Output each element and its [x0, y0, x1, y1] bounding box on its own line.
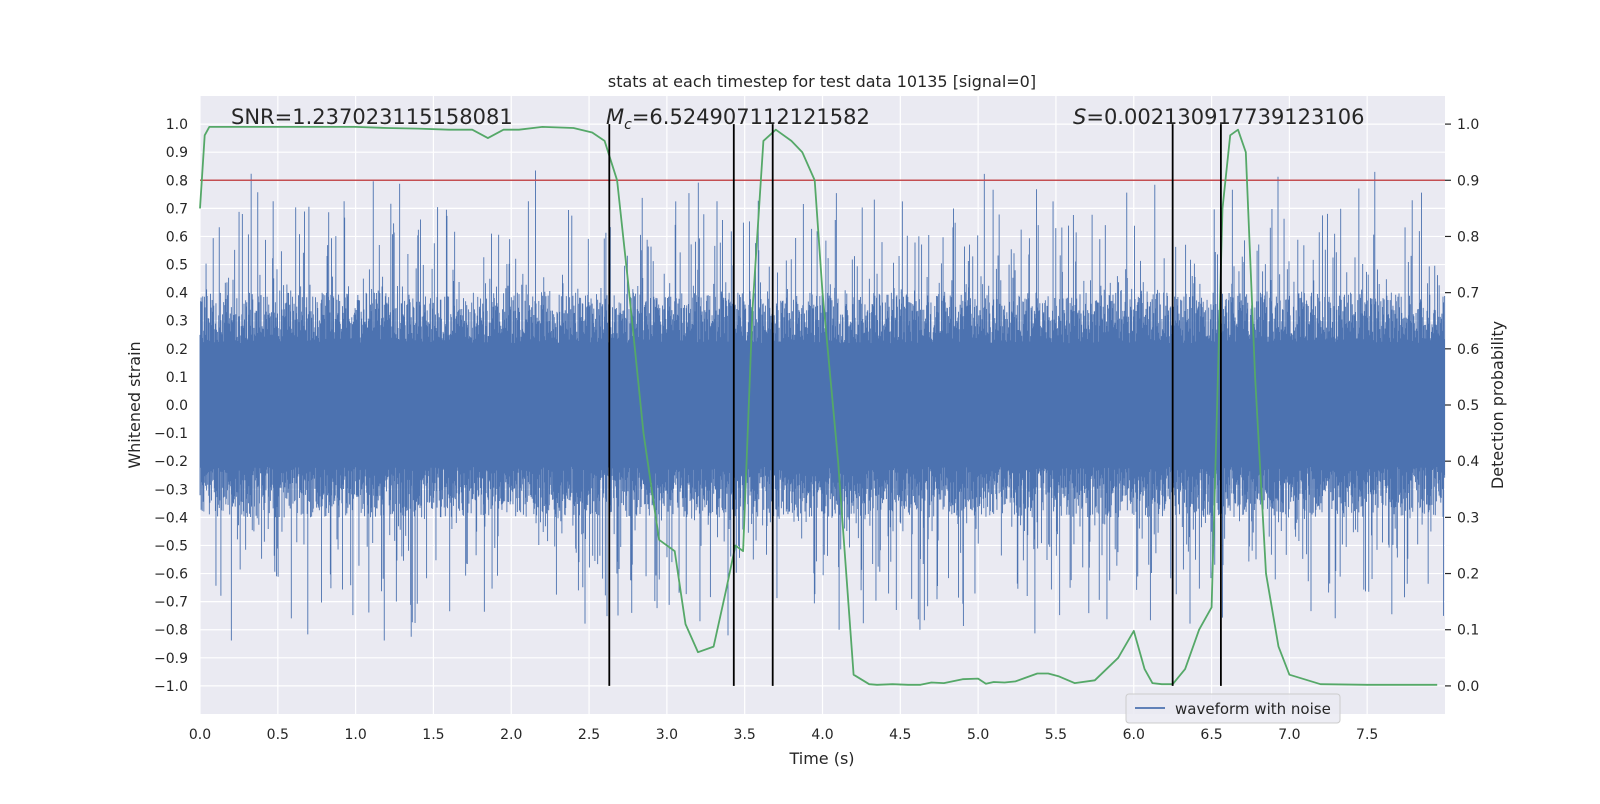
x-tick-label-2: 1.0	[344, 727, 366, 743]
detection-probability-line	[199, 126, 1438, 686]
x-tick-label-6: 3.0	[656, 727, 678, 743]
y-tick-label-20: 1.0	[166, 117, 188, 133]
y-tick-label-9: −0.1	[154, 426, 188, 442]
mc-subscript: c	[624, 117, 632, 133]
y-tick-label-13: 0.3	[166, 314, 188, 330]
legend-label: waveform with noise	[1175, 700, 1331, 718]
x-tick-label-3: 1.5	[422, 727, 444, 743]
y2-tick-label-4: 0.4	[1457, 454, 1479, 470]
mc-symbol: M	[606, 105, 624, 129]
x-tick-label-4: 2.0	[500, 727, 522, 743]
y-tick-label-3: −0.7	[154, 595, 188, 611]
mc-annotation: Mc=6.524907112121582	[606, 105, 870, 133]
x-tick-label-0: 0.0	[189, 727, 211, 743]
y2-tick-label-10: 1.0	[1457, 117, 1479, 133]
y2-tick-label-3: 0.3	[1457, 510, 1479, 526]
x-tick-label-11: 5.5	[1045, 727, 1067, 743]
y-tick-label-1: −0.9	[154, 651, 188, 667]
x-tick-label-10: 5.0	[967, 727, 989, 743]
overlay-layer	[199, 124, 1445, 686]
y2-tick-label-8: 0.8	[1457, 229, 1479, 245]
s-symbol: S	[1073, 105, 1086, 129]
y-tick-label-18: 0.8	[166, 173, 188, 189]
y-tick-label-4: −0.6	[154, 567, 188, 583]
y2-tick-label-9: 0.9	[1457, 173, 1479, 189]
y-tick-label-0: −1.0	[154, 679, 188, 695]
waveform-series	[199, 170, 1446, 641]
y-tick-label-19: 0.9	[166, 145, 188, 161]
y-tick-label-15: 0.5	[166, 258, 188, 274]
y-tick-label-10: 0.0	[166, 398, 188, 414]
snr-annotation: SNR=1.237023115158081	[231, 105, 513, 129]
x-tick-label-7: 3.5	[734, 727, 756, 743]
y-tick-label-16: 0.6	[166, 229, 188, 245]
y-tick-label-2: −0.8	[154, 623, 188, 639]
y2-axis-label: Detection probability	[1488, 321, 1507, 489]
x-tick-label-9: 4.5	[889, 727, 911, 743]
x-axis-label: Time (s)	[788, 749, 854, 768]
x-tick-label-8: 4.0	[811, 727, 833, 743]
y2-tick-label-5: 0.5	[1457, 398, 1479, 414]
y2-tick-label-0: 0.0	[1457, 679, 1479, 695]
y-axis-label: Whitened strain	[125, 341, 144, 468]
x-tick-label-12: 6.0	[1123, 727, 1145, 743]
y-tick-label-14: 0.4	[166, 286, 188, 302]
y2-tick-label-7: 0.7	[1457, 286, 1479, 302]
s-annotation: S=0.002130917739123106	[1073, 105, 1364, 129]
y2-tick-label-2: 0.2	[1457, 567, 1479, 583]
y-tick-label-6: −0.4	[154, 510, 188, 526]
y-tick-label-7: −0.3	[154, 482, 188, 498]
x-tick-label-1: 0.5	[267, 727, 289, 743]
legend-box	[1125, 693, 1341, 724]
x-tick-label-5: 2.5	[578, 727, 600, 743]
x-tick-label-14: 7.0	[1278, 727, 1300, 743]
mc-value: =6.524907112121582	[632, 105, 870, 129]
chart-title: stats at each timestep for test data 101…	[608, 72, 1036, 91]
y-tick-label-5: −0.5	[154, 538, 188, 554]
y-tick-label-17: 0.7	[166, 201, 188, 217]
y-tick-label-12: 0.2	[166, 342, 188, 358]
waveform-line	[199, 170, 1446, 641]
x-tick-label-13: 6.5	[1200, 727, 1222, 743]
x-tick-label-15: 7.5	[1356, 727, 1378, 743]
y2-tick-label-6: 0.6	[1457, 342, 1479, 358]
y-tick-label-8: −0.2	[154, 454, 188, 470]
s-value: =0.002130917739123106	[1086, 105, 1364, 129]
y-tick-label-11: 0.1	[166, 370, 188, 386]
legend: waveform with noise	[1125, 693, 1341, 724]
axes: 0.0 0.5 1.0 1.5 2.0 2.5 3.0 3.5 4.0 4.5 5.0 5.5 6.0 6…	[154, 117, 1479, 743]
y2-tick-label-1: 0.1	[1457, 623, 1479, 639]
